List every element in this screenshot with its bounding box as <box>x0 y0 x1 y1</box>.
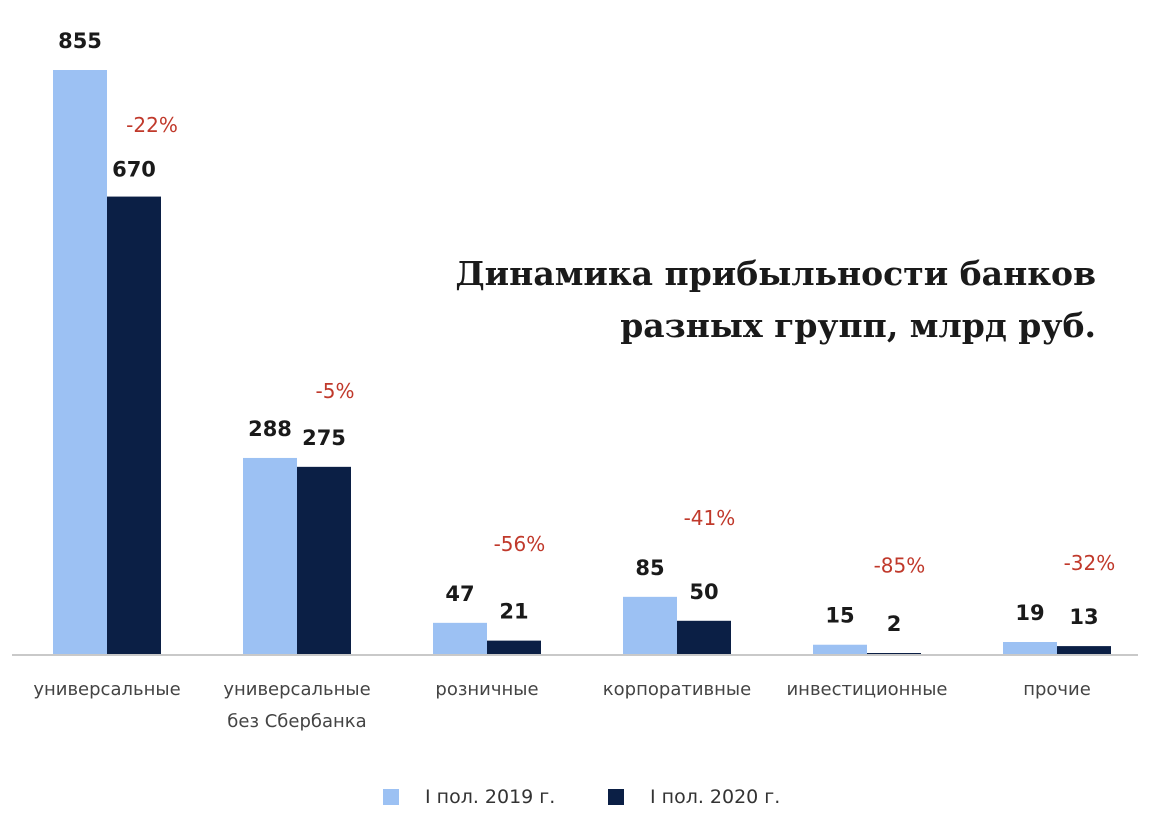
bar-value-label: 19 <box>1015 601 1044 625</box>
chart-title-line: Динамика прибыльности банков <box>455 254 1096 293</box>
bar-2019 <box>1003 642 1057 655</box>
bars-layer <box>53 70 1111 655</box>
bar-value-label: 13 <box>1069 605 1098 629</box>
bar-2020 <box>297 466 351 655</box>
bar-2019 <box>53 70 107 655</box>
bar-value-label: 15 <box>825 604 854 628</box>
bar-2020 <box>677 620 731 655</box>
bar-2020 <box>1057 646 1111 655</box>
bar-value-label: 47 <box>445 582 474 606</box>
legend-label: I пол. 2019 г. <box>425 786 555 808</box>
bar-value-label: 275 <box>302 426 346 450</box>
bar-value-label: 855 <box>58 29 102 53</box>
bar-value-label: 288 <box>248 417 292 441</box>
bar-value-label: 85 <box>635 556 664 580</box>
bar-2020 <box>487 640 541 655</box>
bar-2020 <box>107 196 161 655</box>
bar-value-label: 2 <box>887 612 902 636</box>
change-label: -5% <box>316 379 355 403</box>
labels-layer: 855 670 -22% универсальные 288 275 -5% универса… <box>33 29 1115 732</box>
bar-value-label: 670 <box>112 158 156 182</box>
legend-swatch <box>608 789 624 805</box>
change-label: -32% <box>1064 551 1116 575</box>
bar-2019 <box>433 622 487 655</box>
change-label: -41% <box>684 506 736 530</box>
legend: I пол. 2019 г. I пол. 2020 г. <box>383 786 780 808</box>
category-label: без Сбербанка <box>227 711 366 732</box>
bar-2019 <box>813 644 867 655</box>
change-label: -85% <box>874 554 926 578</box>
chart-title: Динамика прибыльности банков разных груп… <box>455 248 1096 352</box>
bar-2019 <box>243 457 297 655</box>
bar-value-label: 50 <box>689 580 718 604</box>
bar-value-label: 21 <box>499 600 528 624</box>
legend-label: I пол. 2020 г. <box>650 786 780 808</box>
category-label: корпоративные <box>603 679 751 700</box>
category-label: универсальные <box>33 679 180 700</box>
category-label: розничные <box>435 679 538 700</box>
change-label: -22% <box>126 113 178 137</box>
change-label: -56% <box>494 532 546 556</box>
bar-2019 <box>623 596 677 655</box>
chart-title-line: разных групп, млрд руб. <box>620 306 1096 345</box>
category-label: инвестиционные <box>786 679 947 700</box>
category-label: универсальные <box>223 679 370 700</box>
category-label: прочие <box>1023 679 1091 700</box>
legend-swatch <box>383 789 399 805</box>
